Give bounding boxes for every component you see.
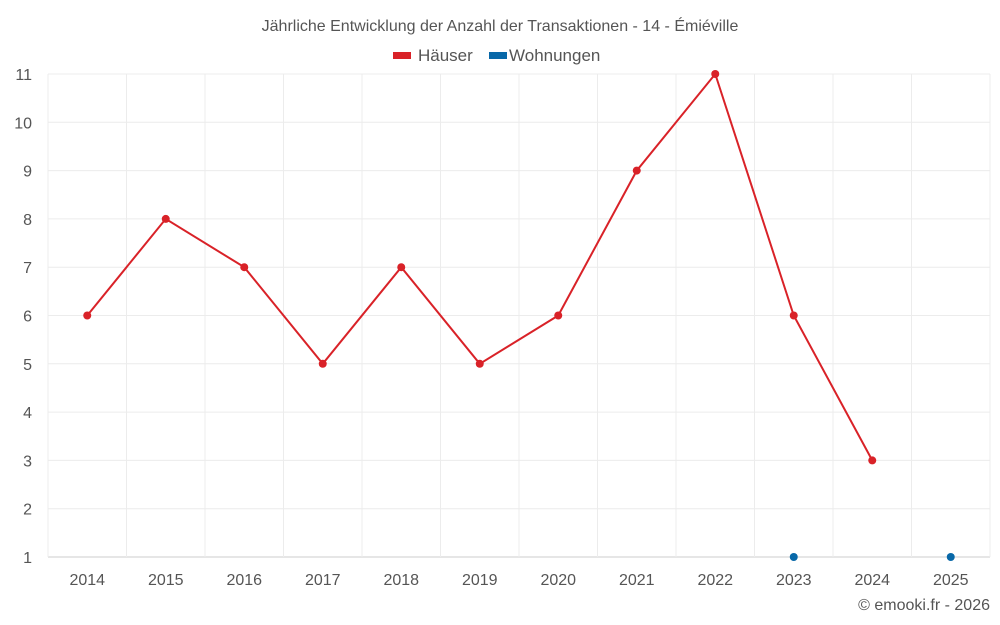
y-tick-label: 8 bbox=[23, 212, 32, 229]
data-point[interactable] bbox=[711, 70, 720, 78]
x-tick-label: 2025 bbox=[933, 572, 969, 589]
x-tick-label: 2022 bbox=[697, 572, 733, 589]
y-tick-label: 7 bbox=[23, 260, 32, 277]
x-tick-label: 2021 bbox=[619, 572, 655, 589]
y-tick-label: 9 bbox=[23, 164, 32, 181]
data-point[interactable] bbox=[789, 553, 798, 561]
y-tick-label: 1 bbox=[23, 550, 32, 567]
y-tick-label: 11 bbox=[15, 67, 32, 84]
data-point[interactable] bbox=[397, 263, 406, 272]
y-tick-label: 4 bbox=[23, 405, 32, 422]
legend-swatch bbox=[393, 52, 411, 59]
data-point[interactable] bbox=[475, 359, 484, 368]
x-tick-label: 2023 bbox=[776, 572, 812, 589]
y-tick-label: 2 bbox=[23, 502, 32, 519]
x-tick-label: 2024 bbox=[854, 572, 890, 589]
y-tick-label: 3 bbox=[23, 453, 32, 470]
credit: © emooki.fr - 2026 bbox=[858, 597, 990, 614]
x-axis: 2014 2015 2016 2017 2018 2019 2020 2021 2022 2023… bbox=[69, 572, 968, 589]
x-tick-label: 2020 bbox=[540, 572, 576, 589]
data-point[interactable] bbox=[240, 263, 249, 272]
data-point[interactable] bbox=[83, 311, 92, 320]
data-point[interactable] bbox=[868, 456, 877, 465]
x-tick-label: 2016 bbox=[226, 572, 262, 589]
x-tick-label: 2014 bbox=[69, 572, 105, 589]
legend: Häuser Wohnungen bbox=[393, 46, 600, 65]
x-tick-label: 2019 bbox=[462, 572, 498, 589]
series bbox=[83, 70, 955, 561]
grid bbox=[47, 73, 991, 558]
data-point[interactable] bbox=[554, 311, 563, 320]
y-tick-label: 5 bbox=[23, 357, 32, 374]
data-point[interactable] bbox=[946, 553, 955, 561]
data-point[interactable] bbox=[161, 214, 170, 223]
legend-label[interactable]: Häuser bbox=[418, 46, 473, 65]
data-point[interactable] bbox=[789, 311, 798, 320]
data-point[interactable] bbox=[318, 359, 327, 368]
x-tick-label: 2018 bbox=[383, 572, 419, 589]
chart-title: Jährliche Entwicklung der Anzahl der Tra… bbox=[262, 16, 739, 35]
x-tick-label: 2015 bbox=[148, 572, 184, 589]
y-axis: 1 2 3 4 5 6 7 8 9 10 11 bbox=[14, 67, 32, 567]
y-tick-label: 6 bbox=[23, 309, 32, 326]
legend-label[interactable]: Wohnungen bbox=[509, 46, 600, 65]
legend-swatch bbox=[489, 52, 507, 59]
y-tick-label: 10 bbox=[14, 115, 32, 132]
data-point[interactable] bbox=[632, 166, 641, 175]
x-tick-label: 2017 bbox=[305, 572, 341, 589]
